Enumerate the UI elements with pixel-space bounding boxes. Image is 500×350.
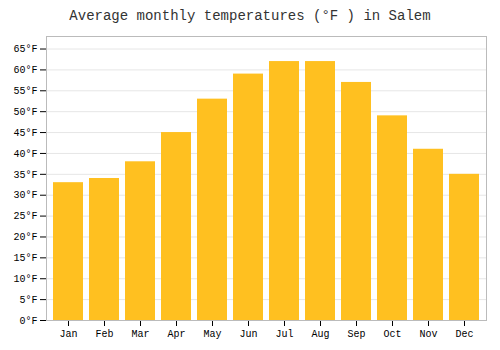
svg-text:Jul: Jul xyxy=(275,329,293,340)
svg-text:5°F: 5°F xyxy=(19,295,37,306)
svg-text:45°F: 45°F xyxy=(13,128,37,139)
svg-text:Nov: Nov xyxy=(419,329,437,340)
svg-text:35°F: 35°F xyxy=(13,170,37,181)
svg-text:20°F: 20°F xyxy=(13,232,37,243)
svg-text:Oct: Oct xyxy=(383,329,401,340)
svg-text:25°F: 25°F xyxy=(13,211,37,222)
svg-text:Feb: Feb xyxy=(95,329,113,340)
svg-text:Sep: Sep xyxy=(347,329,365,340)
svg-text:Mar: Mar xyxy=(131,329,149,340)
svg-text:15°F: 15°F xyxy=(13,253,37,264)
svg-text:55°F: 55°F xyxy=(13,86,37,97)
svg-text:Dec: Dec xyxy=(455,329,473,340)
svg-text:Apr: Apr xyxy=(167,329,185,340)
svg-text:0°F: 0°F xyxy=(19,316,37,327)
svg-text:40°F: 40°F xyxy=(13,149,37,160)
svg-text:Jan: Jan xyxy=(59,329,77,340)
svg-text:May: May xyxy=(203,329,221,340)
svg-text:Jun: Jun xyxy=(239,329,257,340)
svg-text:30°F: 30°F xyxy=(13,190,37,201)
svg-text:50°F: 50°F xyxy=(13,107,37,118)
svg-text:65°F: 65°F xyxy=(13,44,37,55)
svg-text:Aug: Aug xyxy=(311,329,329,340)
svg-text:60°F: 60°F xyxy=(13,65,37,76)
html-text:Average monthly temperatures (: Average monthly temperatures (°F ) in Sa… xyxy=(69,8,431,24)
svg-text:10°F: 10°F xyxy=(13,274,37,285)
